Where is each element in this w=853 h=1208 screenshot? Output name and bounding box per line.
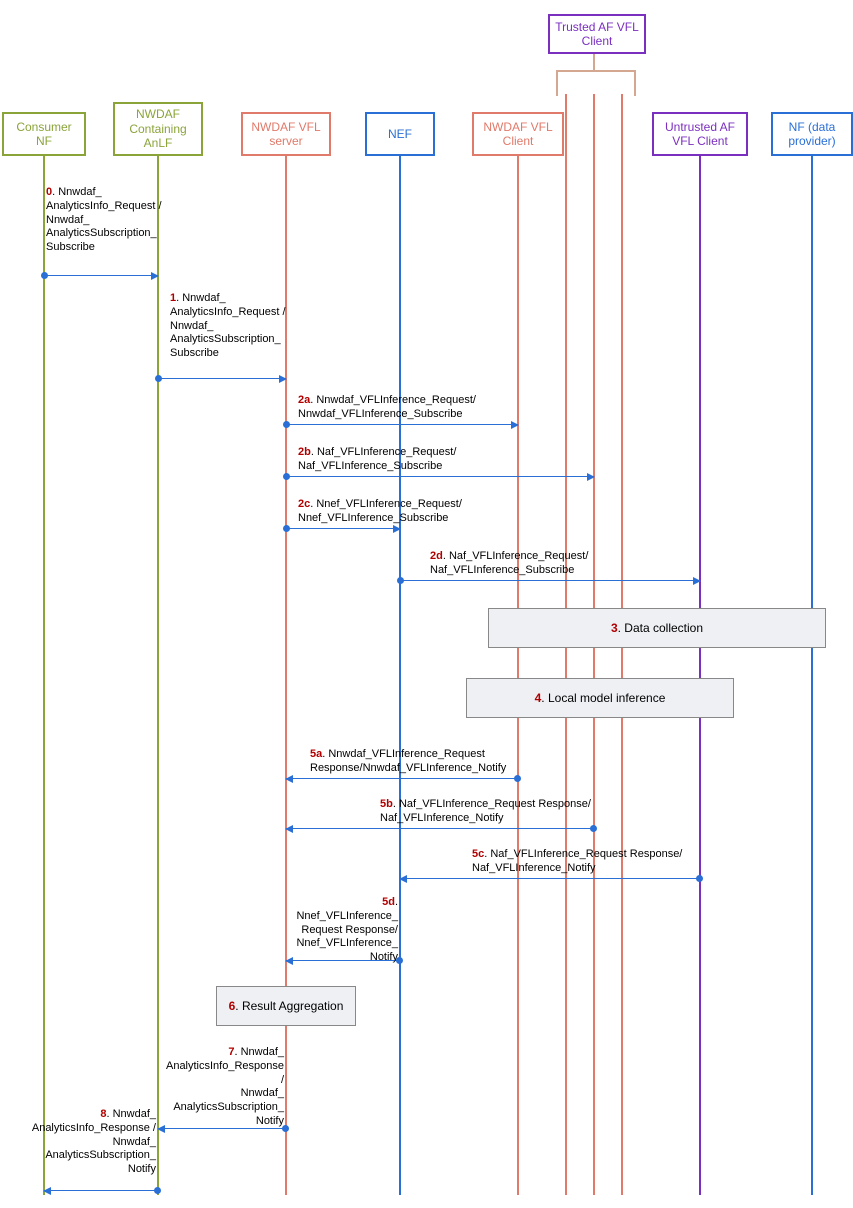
participant-nfdata: NF (data provider) (771, 112, 853, 156)
arrow-5b (286, 828, 594, 829)
label-5d: 5d. Nnef_VFLInference_Request Response/N… (290, 896, 398, 965)
arrow-5c (400, 878, 700, 879)
label-7: 7. Nnwdaf_AnalyticsInfo_Response /Nnwdaf… (160, 1046, 284, 1129)
label-0: 0. Nnwdaf_AnalyticsInfo_Request /Nnwdaf_… (46, 186, 162, 255)
label-2b: 2b. Naf_VFLInference_Request/Naf_VFLInfe… (298, 446, 456, 474)
arrow-2a (286, 424, 518, 425)
label-2d: 2d. Naf_VFLInference_Request/Naf_VFLInfe… (430, 550, 588, 578)
label-2c: 2c. Nnef_VFLInference_Request/Nnef_VFLIn… (298, 498, 462, 526)
step-box-6: 6. Result Aggregation (216, 986, 356, 1026)
arrow-2d (400, 580, 700, 581)
label-5a: 5a. Nnwdaf_VFLInference_RequestResponse/… (310, 748, 506, 776)
step-box-3: 3. Data collection (488, 608, 826, 648)
label-5c: 5c. Naf_VFLInference_Request Response/Na… (472, 848, 682, 876)
label-2a: 2a. Nnwdaf_VFLInference_Request/Nnwdaf_V… (298, 394, 476, 422)
participant-trusted-af: Trusted AF VFL Client (548, 14, 646, 54)
participant-consumer: Consumer NF (2, 112, 86, 156)
participant-nef: NEF (365, 112, 435, 156)
participant-vflserver: NWDAF VFL server (241, 112, 331, 156)
arrow-5a (286, 778, 518, 779)
participant-anlf: NWDAF Containing AnLF (113, 102, 203, 156)
participant-vflclient: NWDAF VFL Client (472, 112, 564, 156)
arrow-1 (158, 378, 286, 379)
arrow-0 (44, 275, 158, 276)
label-1: 1. Nnwdaf_AnalyticsInfo_Request /Nnwdaf_… (170, 292, 286, 361)
participant-untrusted: Untrusted AF VFL Client (652, 112, 748, 156)
label-5b: 5b. Naf_VFLInference_Request Response/Na… (380, 798, 591, 826)
arrow-8 (44, 1190, 158, 1191)
arrow-2b (286, 476, 594, 477)
step-box-4: 4. Local model inference (466, 678, 734, 718)
label-8: 8. Nnwdaf_AnalyticsInfo_Response /Nnwdaf… (28, 1108, 156, 1177)
arrow-2c (286, 528, 400, 529)
